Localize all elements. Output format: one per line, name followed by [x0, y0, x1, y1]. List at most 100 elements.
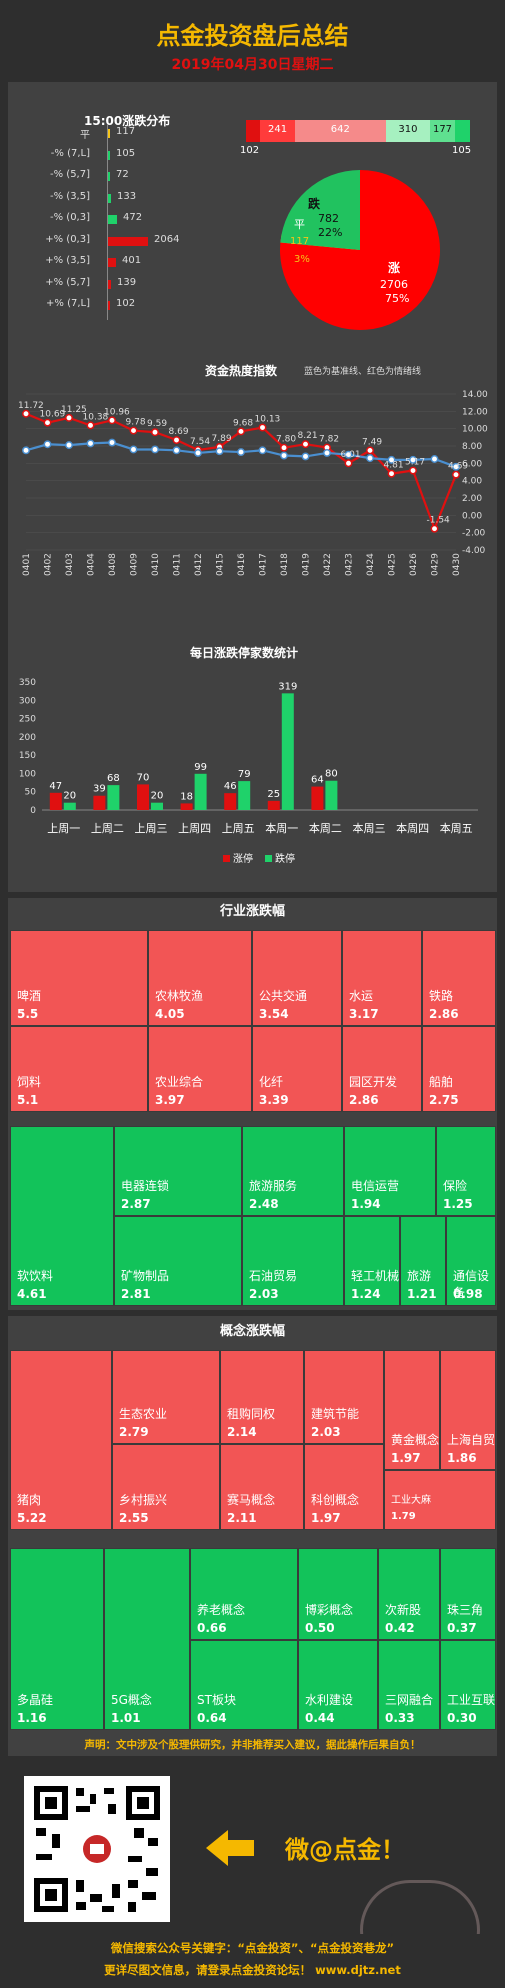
- treemap-cell-up[interactable]: 建筑节能 2.03: [304, 1350, 384, 1444]
- heat-point: [409, 455, 417, 464]
- treemap-cell-up[interactable]: 科创概念 1.97: [304, 1444, 384, 1530]
- heat-point: [430, 524, 439, 533]
- heat-point: [366, 454, 374, 463]
- treemap-cell-up[interactable]: 工业大麻 1.79: [384, 1470, 496, 1530]
- treemap-cell-up[interactable]: 铁路 2.86: [422, 930, 496, 1026]
- treemap-cell-name: 多晶硅: [17, 1693, 54, 1707]
- treemap-cell-down[interactable]: 旅游 1.21: [400, 1216, 446, 1306]
- treemap-cell-down[interactable]: 水利建设 0.44: [298, 1640, 378, 1730]
- treemap-cell-down[interactable]: 软饮料 4.61: [10, 1126, 114, 1306]
- treemap-cell-up[interactable]: 啤酒 5.5: [10, 930, 148, 1026]
- heat-data-label: 10.96: [104, 407, 130, 417]
- treemap-cell-up[interactable]: 农林牧渔 4.05: [148, 930, 252, 1026]
- bar-category-label: 本周四: [396, 821, 429, 835]
- treemap-cell-down[interactable]: 石油贸易 2.03: [242, 1216, 344, 1306]
- distribution-bar: [108, 258, 116, 267]
- treemap-cell-up[interactable]: 农业综合 3.97: [148, 1026, 252, 1112]
- treemap-cell-down[interactable]: 5G概念 1.01: [104, 1548, 190, 1730]
- treemap-cell-name: 赛马概念: [227, 1493, 276, 1507]
- bar-y-tick: 250: [19, 715, 36, 725]
- treemap-cell-name: 园区开发: [349, 1075, 398, 1089]
- distribution-row-value: 102: [116, 298, 136, 309]
- bar-category-label: 上周二: [91, 822, 124, 835]
- distribution-row-label: +% (3,5]: [45, 255, 90, 266]
- bar-data-label: 99: [194, 762, 207, 773]
- treemap-cell-name: 旅游服务: [249, 1179, 298, 1193]
- heat-point: [344, 459, 353, 468]
- distribution-row-value: 139: [117, 276, 137, 288]
- heat-data-label: 7.49: [362, 437, 382, 447]
- treemap-cell-down[interactable]: 多晶硅 1.16: [10, 1548, 104, 1730]
- treemap-cell-up[interactable]: 园区开发 2.86: [342, 1026, 422, 1112]
- treemap-cell-down[interactable]: 三网融合 0.33: [378, 1640, 440, 1730]
- footer-line-2[interactable]: 更详尽图文信息，请登录点金投资论坛！ www.djtz.net: [104, 1963, 401, 1977]
- treemap-cell-down[interactable]: 养老概念 0.66: [190, 1548, 298, 1640]
- heat-x-tick: 0418: [280, 553, 290, 576]
- treemap-cell-up[interactable]: 上海自贸 1.86: [440, 1350, 496, 1470]
- treemap-cell-up[interactable]: 黄金概念 1.97: [384, 1350, 440, 1470]
- bar-data-label: 39: [93, 784, 106, 795]
- stack-right-value: 105: [452, 145, 472, 156]
- distribution-row-label: +% (7,L]: [46, 298, 90, 309]
- treemap-cell-up[interactable]: 赛马概念 2.11: [220, 1444, 304, 1530]
- distribution-row-label: -% (7,L]: [50, 147, 90, 159]
- treemap-cell-down[interactable]: 通信设备 0.98: [446, 1216, 496, 1306]
- treemap-cell-name: 饲料: [17, 1075, 42, 1089]
- treemap-cell-down[interactable]: 矿物制品 2.81: [114, 1216, 242, 1306]
- treemap-cell-up[interactable]: 饲料 5.1: [10, 1026, 148, 1112]
- heat-x-tick: 0415: [216, 553, 226, 576]
- distribution-bar: [108, 172, 110, 181]
- treemap-cell-name: 电信运营: [351, 1179, 400, 1193]
- heat-x-tick: 0424: [366, 553, 376, 576]
- treemap-cell-name: 生态农业: [119, 1407, 168, 1421]
- treemap-cell-up[interactable]: 水运 3.17: [342, 930, 422, 1026]
- heat-point: [129, 426, 138, 435]
- treemap-cell-down[interactable]: 博彩概念 0.50: [298, 1548, 378, 1640]
- treemap-cell-down[interactable]: 保险 1.25: [436, 1126, 496, 1216]
- treemap-cell-up[interactable]: 公共交通 3.54: [252, 930, 342, 1026]
- bar-data-label: 79: [238, 769, 251, 780]
- treemap-cell-down[interactable]: 珠三角 0.37: [440, 1548, 496, 1640]
- treemap-cell-name: 农业综合: [155, 1075, 204, 1089]
- page-title: 点金投资盘后总结: [156, 22, 349, 50]
- heat-data-label: 4.81: [384, 461, 404, 471]
- bar-category-label: 上周五: [222, 822, 255, 835]
- treemap-cell-up[interactable]: 猪肉 5.22: [10, 1350, 112, 1530]
- treemap-cell-name: 猪肉: [17, 1493, 42, 1507]
- treemap-cell-down[interactable]: ST板块 0.64: [190, 1640, 298, 1730]
- stacked-bar-value: 310: [398, 124, 418, 135]
- treemap-cell-up[interactable]: 生态农业 2.79: [112, 1350, 220, 1444]
- heat-x-tick: 0425: [388, 553, 398, 576]
- treemap-cell-value: 5.1: [17, 1093, 39, 1107]
- qr-code: [24, 1776, 170, 1922]
- bar-mark: [151, 802, 163, 810]
- treemap-cell-name: 工业互联: [447, 1693, 496, 1707]
- bar-data-label: 47: [49, 781, 62, 792]
- heat-point: [108, 438, 116, 447]
- treemap-cell-value: 0.98: [453, 1287, 483, 1301]
- heat-point: [409, 466, 417, 475]
- heat-data-label: 11.25: [61, 405, 87, 415]
- bar-y-tick: 200: [19, 733, 36, 743]
- bar-mark: [63, 802, 76, 810]
- treemap-cell-name: 水运: [349, 989, 374, 1003]
- distribution-row-value: 472: [123, 212, 143, 223]
- treemap-cell-up[interactable]: 船舶 2.75: [422, 1026, 496, 1112]
- distribution-row-label: +% (5,7]: [45, 276, 90, 288]
- treemap-cell-down[interactable]: 轻工机械 1.24: [344, 1216, 400, 1306]
- heat-x-tick: 0426: [409, 553, 419, 576]
- treemap-cell-down[interactable]: 旅游服务 2.48: [242, 1126, 344, 1216]
- treemap-cell-value: 1.25: [443, 1197, 473, 1211]
- heat-x-tick: 0423: [345, 553, 355, 576]
- treemap-cell-up[interactable]: 乡村振兴 2.55: [112, 1444, 220, 1530]
- treemap-cell-down[interactable]: 电器连锁 2.87: [114, 1126, 242, 1216]
- distribution-bar: [108, 193, 111, 203]
- treemap-cell-down[interactable]: 工业互联 0.30: [440, 1640, 496, 1730]
- distribution-row-label: -% (3,5]: [50, 190, 90, 202]
- treemap-cell-down[interactable]: 次新股 0.42: [378, 1548, 440, 1640]
- treemap-cell-down[interactable]: 电信运营 1.94: [344, 1126, 436, 1216]
- heat-data-label: 5.17: [405, 458, 425, 468]
- treemap-cell-up[interactable]: 租购同权 2.14: [220, 1350, 304, 1444]
- heat-x-tick: 0411: [173, 553, 183, 576]
- treemap-cell-up[interactable]: 化纤 3.39: [252, 1026, 342, 1112]
